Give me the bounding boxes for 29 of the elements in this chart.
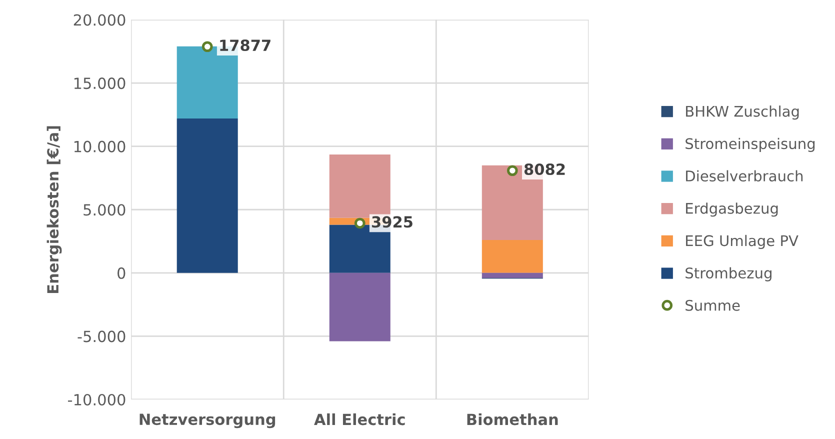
y-tick-label: 15.000 [74,78,126,90]
y-tick-label: 0 [118,267,126,279]
x-tick-label: Netzversorgung [140,414,276,428]
point [202,41,213,52]
y-axis-title: Energiekosten [€/a] [46,126,62,293]
bar [329,154,390,218]
y-tick-label: -5.000 [78,330,126,342]
x-tick-label: Biomethan [467,413,558,426]
legend-label: BHKW Zuschlag [686,106,799,120]
bar [482,272,543,278]
y-tick-label: -10.000 [68,394,126,406]
bar [329,272,390,342]
x-tick-label: All Electric [314,413,405,426]
legend-label: EEG Umlage PV [686,234,798,250]
bar [482,240,543,273]
legend-label: Summe [686,300,740,311]
y-tick-label: 10.000 [74,140,126,152]
y-tick-label: 5.000 [84,204,126,216]
data-label: 3925 [372,216,412,228]
legend-label: Dieselverbrauch [686,170,803,182]
data-label: 8082 [524,163,565,176]
legend-label: Strombezug [686,267,772,282]
point [354,218,366,229]
data-label: 17877 [220,40,270,52]
point [506,165,518,176]
legend-label: Erdgasbezug [686,202,778,217]
bar [176,118,238,273]
y-tick-label: 20.000 [74,14,126,26]
legend-label: Stromeinspeisung [686,138,815,152]
